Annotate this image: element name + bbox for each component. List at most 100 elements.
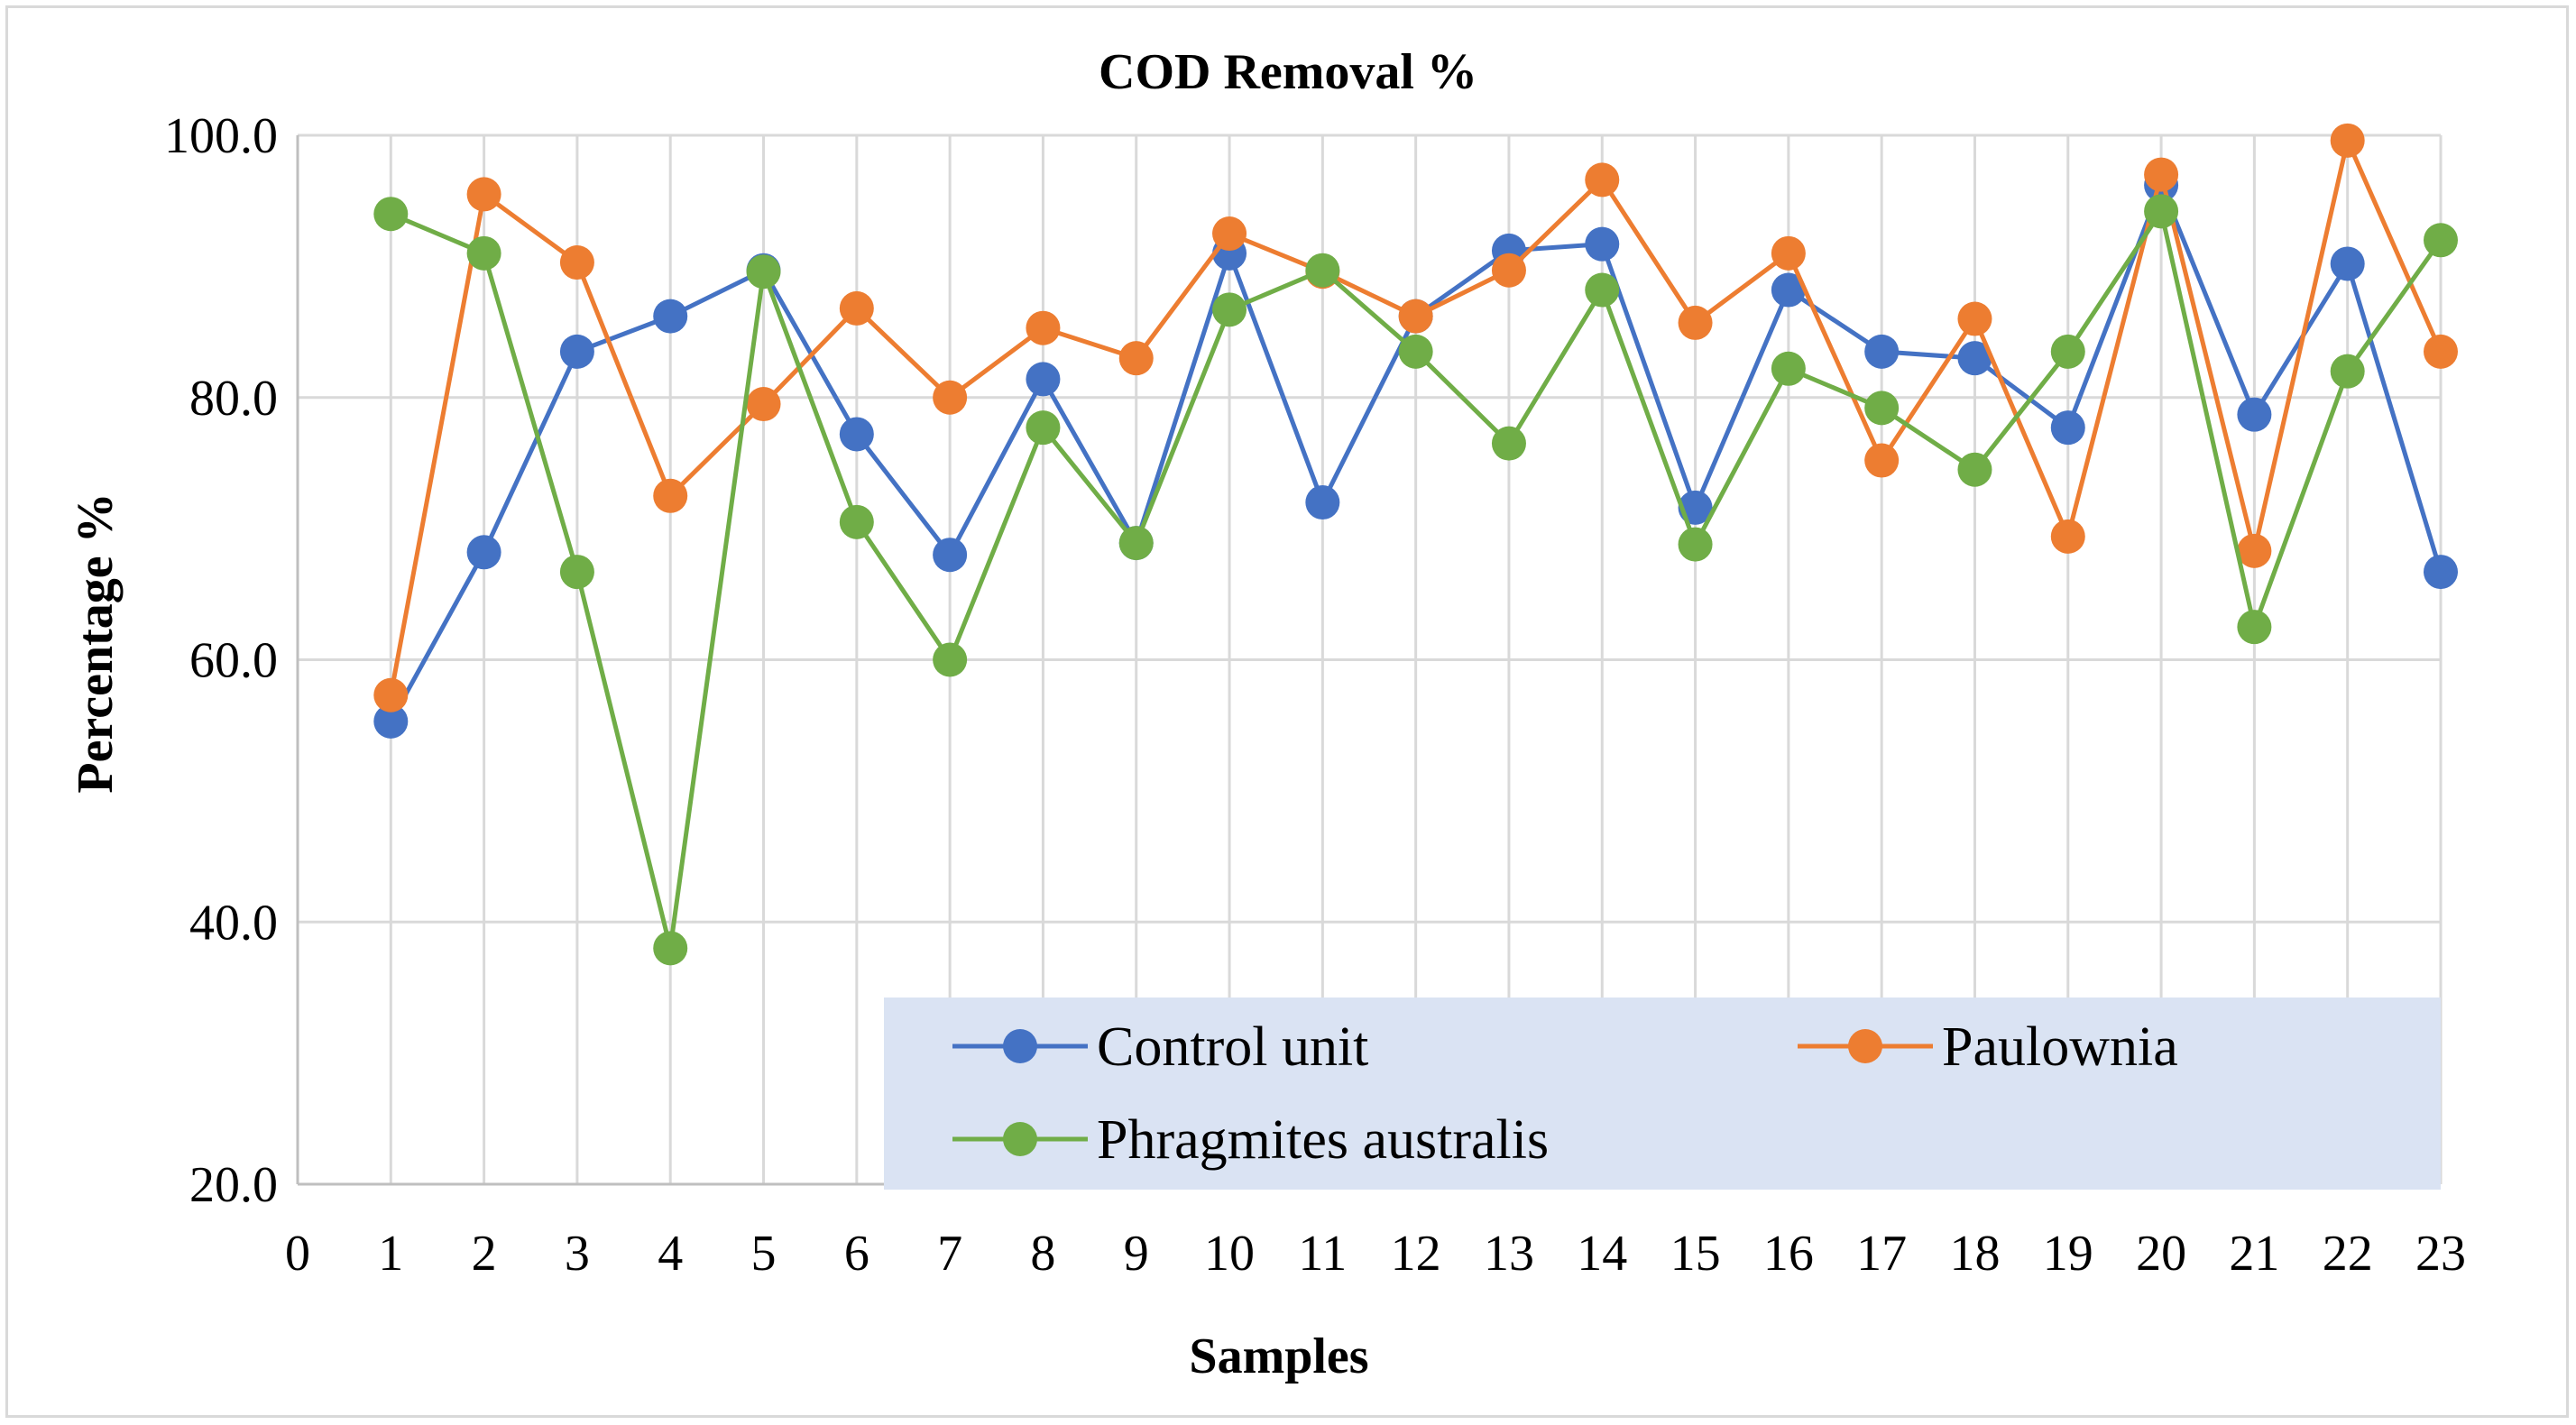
data-point-phragmites-australis: [653, 931, 688, 966]
x-tick-label: 9: [1124, 1226, 1149, 1282]
legend-label: Paulownia: [1942, 1016, 2178, 1078]
data-point-paulownia: [2237, 533, 2272, 568]
x-tick-label: 21: [2229, 1226, 2279, 1282]
series-phragmites-australis: [373, 194, 2458, 966]
legend-item-control-unit: Control unit: [952, 1016, 1368, 1078]
data-point-phragmites-australis: [1957, 452, 1992, 487]
legend-swatch-marker: [1003, 1122, 1037, 1156]
data-point-paulownia: [933, 380, 968, 415]
data-point-paulownia: [373, 677, 409, 712]
data-point-phragmites-australis: [2330, 354, 2365, 389]
x-tick-label: 0: [285, 1226, 310, 1282]
x-tick-label: 18: [1949, 1226, 2000, 1282]
x-tick-label: 5: [751, 1226, 777, 1282]
data-point-control-unit: [653, 299, 688, 334]
data-point-paulownia: [1118, 341, 1154, 376]
x-tick-label: 6: [844, 1226, 869, 1282]
data-point-control-unit: [1957, 341, 1992, 376]
data-point-phragmites-australis: [933, 642, 968, 677]
data-point-phragmites-australis: [1864, 391, 1900, 426]
data-point-paulownia: [466, 177, 501, 212]
data-point-phragmites-australis: [1771, 351, 1806, 386]
x-tick-label: 12: [1391, 1226, 1441, 1282]
data-point-control-unit: [1585, 226, 1620, 262]
data-point-phragmites-australis: [1491, 426, 1526, 461]
legend-label: Control unit: [1097, 1016, 1368, 1078]
y-tick-label: 60.0: [189, 633, 278, 689]
data-point-control-unit: [2237, 397, 2272, 432]
x-axis-title: Samples: [1189, 1328, 1368, 1384]
data-point-paulownia: [2330, 123, 2365, 158]
x-tick-label: 2: [472, 1226, 497, 1282]
data-point-paulownia: [746, 387, 781, 422]
data-point-phragmites-australis: [2050, 334, 2085, 369]
x-tick-label: 4: [658, 1226, 683, 1282]
data-point-control-unit: [559, 334, 594, 369]
x-tick-label: 1: [378, 1226, 403, 1282]
x-tick-label: 23: [2415, 1226, 2466, 1282]
data-point-paulownia: [839, 290, 874, 326]
y-axis-title: Percentage %: [68, 492, 124, 793]
data-point-paulownia: [1491, 253, 1526, 288]
data-point-phragmites-australis: [2144, 194, 2179, 229]
series-layer: [373, 123, 2458, 966]
data-point-control-unit: [2330, 246, 2365, 281]
chart-title: COD Removal %: [1099, 44, 1477, 100]
data-point-phragmites-australis: [839, 504, 874, 539]
legend-label: Phragmites australis: [1097, 1109, 1549, 1171]
data-point-phragmites-australis: [1678, 527, 1713, 562]
data-point-paulownia: [2144, 157, 2179, 192]
data-point-phragmites-australis: [2424, 223, 2458, 258]
data-point-phragmites-australis: [466, 235, 501, 271]
data-point-paulownia: [2424, 334, 2458, 369]
legend-swatch-marker: [1003, 1029, 1037, 1063]
x-tick-label: 15: [1670, 1226, 1721, 1282]
data-point-paulownia: [559, 245, 594, 280]
y-tick-label: 100.0: [164, 108, 278, 164]
x-tick-label: 7: [937, 1226, 962, 1282]
y-tick-label: 80.0: [189, 371, 278, 427]
legend-swatch-marker: [1848, 1029, 1882, 1063]
data-point-phragmites-australis: [1212, 292, 1247, 327]
data-point-phragmites-australis: [1398, 334, 1433, 369]
data-point-paulownia: [1678, 305, 1713, 340]
data-point-paulownia: [1771, 235, 1806, 271]
data-point-control-unit: [839, 417, 874, 452]
x-tick-label: 19: [2043, 1226, 2093, 1282]
data-point-control-unit: [1026, 362, 1061, 397]
data-point-phragmites-australis: [1585, 272, 1620, 308]
data-point-phragmites-australis: [1305, 253, 1340, 288]
data-point-phragmites-australis: [559, 555, 594, 590]
legend: Control unit Paulownia Phragmites australi…: [884, 998, 2441, 1190]
x-tick-label: 11: [1298, 1226, 1347, 1282]
legend-item-phragmites-australis: Phragmites australis: [952, 1109, 1549, 1171]
data-point-control-unit: [1771, 272, 1806, 308]
data-point-control-unit: [373, 703, 409, 739]
data-point-phragmites-australis: [1118, 526, 1154, 561]
x-tick-label: 13: [1484, 1226, 1534, 1282]
data-point-phragmites-australis: [2237, 610, 2272, 645]
x-tick-label: 16: [1763, 1226, 1814, 1282]
x-tick-label: 8: [1030, 1226, 1055, 1282]
x-tick-label: 10: [1204, 1226, 1255, 1282]
data-point-control-unit: [1864, 334, 1900, 369]
data-point-paulownia: [1398, 299, 1433, 334]
data-point-control-unit: [933, 538, 968, 573]
data-point-phragmites-australis: [746, 254, 781, 290]
data-point-paulownia: [1864, 443, 1900, 478]
data-point-paulownia: [1585, 162, 1620, 198]
x-tick-label: 17: [1856, 1226, 1907, 1282]
data-point-control-unit: [1305, 485, 1340, 520]
data-point-paulownia: [1212, 216, 1247, 252]
data-point-control-unit: [466, 535, 501, 570]
legend-item-paulownia: Paulownia: [1798, 1016, 2178, 1078]
data-point-phragmites-australis: [373, 197, 409, 232]
y-tick-label: 20.0: [189, 1157, 278, 1213]
data-point-control-unit: [2424, 555, 2458, 590]
x-tick-label: 3: [565, 1226, 590, 1282]
legend-background: [884, 998, 2441, 1190]
x-tick-label: 20: [2136, 1226, 2186, 1282]
data-point-paulownia: [2050, 519, 2085, 554]
